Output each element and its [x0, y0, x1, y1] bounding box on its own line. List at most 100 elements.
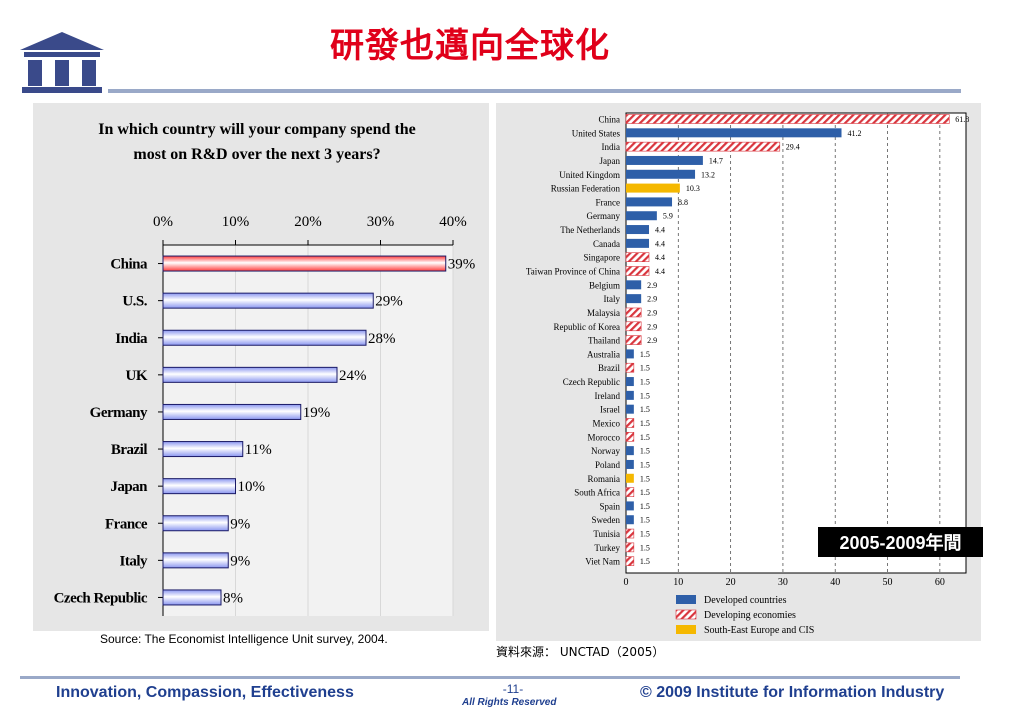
left-chart-title-line1: In which country will your company spend…: [98, 121, 416, 138]
bar: [162, 589, 222, 606]
category-label: Germany: [90, 405, 148, 421]
bar: [626, 211, 657, 221]
bar: [626, 459, 634, 469]
category-label: Sweden: [592, 515, 621, 525]
left-chart-source: Source: The Economist Intelligence Unit …: [100, 632, 388, 646]
category-label: United Kingdom: [559, 170, 620, 180]
value-label: 1.5: [640, 447, 650, 456]
category-label: Italy: [120, 553, 149, 569]
value-label: 1.5: [640, 419, 650, 428]
category-label: France: [105, 516, 148, 532]
category-label: The Netherlands: [560, 225, 620, 235]
bar: [625, 321, 642, 332]
bar: [626, 280, 642, 290]
category-label: Russian Federation: [551, 184, 621, 194]
bar: [625, 487, 635, 497]
x-tick-label: 40%: [439, 214, 467, 230]
category-label: Germany: [587, 211, 621, 221]
category-label: Republic of Korea: [554, 322, 620, 332]
value-label: 1.5: [640, 364, 650, 373]
x-tick-label: 20: [726, 577, 736, 588]
left-chart-panel: In which country will your company spend…: [33, 103, 489, 631]
value-label: 2.9: [647, 308, 657, 317]
rights-text: All Rights Reserved: [462, 697, 557, 708]
bar: [162, 478, 236, 495]
bar: [625, 335, 642, 345]
category-label: Czech Republic: [563, 377, 620, 387]
bar: [626, 169, 696, 179]
footer-slogan: Innovation, Compassion, Effectiveness: [56, 684, 354, 701]
value-label: 2.9: [647, 281, 657, 290]
bar: [625, 542, 635, 553]
bar: [162, 329, 367, 346]
category-label: India: [115, 331, 148, 347]
bar: [626, 238, 650, 248]
value-label: 1.5: [640, 405, 650, 414]
footer-copyright: © 2009 Institute for Information Industr…: [640, 684, 945, 701]
value-label: 1.5: [640, 378, 650, 387]
bar: [626, 377, 634, 387]
bar: [625, 418, 635, 428]
category-label: Israel: [600, 405, 620, 415]
bar: [625, 114, 950, 124]
plot-area: [625, 112, 967, 574]
x-tick-label: 40: [830, 577, 840, 588]
category-label: Canada: [593, 239, 620, 249]
bar: [625, 266, 650, 276]
category-label: Turkey: [594, 543, 620, 553]
category-label: Italy: [604, 294, 621, 304]
legend-label: South-East Europe and CIS: [704, 625, 814, 636]
value-label: 29%: [375, 294, 403, 310]
value-label: 1.5: [640, 433, 650, 442]
bar: [626, 294, 642, 304]
category-label: Singapore: [584, 253, 621, 263]
category-label: Spain: [599, 501, 620, 511]
category-label: Norway: [591, 446, 620, 456]
category-label: Brazil: [111, 442, 147, 458]
bar: [626, 515, 634, 525]
value-label: 4.4: [655, 253, 665, 262]
x-tick-label: 10%: [222, 214, 250, 230]
value-label: 10%: [238, 479, 266, 495]
x-tick-label: 30: [778, 577, 788, 588]
category-label: Morocco: [588, 432, 621, 442]
bar: [162, 292, 374, 309]
category-label: Czech Republic: [54, 590, 148, 606]
bar: [626, 225, 650, 235]
value-label: 4.4: [655, 267, 665, 276]
bar: [626, 473, 634, 483]
legend-swatch: [676, 625, 696, 634]
institute-logo: [20, 32, 104, 93]
bar: [625, 432, 635, 442]
bar: [162, 366, 338, 383]
value-label: 28%: [368, 331, 396, 347]
bar: [625, 141, 781, 152]
category-label: South Africa: [574, 488, 620, 498]
category-label: Malaysia: [587, 308, 620, 318]
category-label: China: [599, 115, 621, 125]
category-label: Tunisia: [593, 529, 620, 539]
value-label: 29.4: [786, 143, 800, 152]
value-label: 1.5: [640, 502, 650, 511]
value-label: 13.2: [701, 170, 715, 179]
right-chart-source: 資料來源： UNCTAD（2005）: [496, 645, 665, 659]
category-label: UK: [126, 368, 148, 384]
category-label: France: [596, 197, 621, 207]
left-bar-chart: In which country will your company spend…: [54, 121, 475, 616]
value-label: 8.8: [678, 198, 688, 207]
category-label: Brazil: [598, 363, 620, 373]
value-label: 1.5: [640, 350, 650, 359]
bar: [162, 515, 229, 532]
value-label: 19%: [303, 405, 331, 421]
value-label: 11%: [245, 442, 272, 458]
value-label: 24%: [339, 368, 367, 384]
value-label: 14.7: [709, 156, 723, 165]
bar: [626, 501, 634, 511]
bar: [626, 183, 680, 193]
category-label: Romania: [588, 474, 621, 484]
value-label: 61.8: [955, 115, 969, 124]
footer-divider: [20, 676, 960, 679]
category-label: Taiwan Province of China: [526, 267, 620, 277]
category-label: Japan: [110, 479, 148, 495]
legend-swatch: [675, 609, 697, 620]
